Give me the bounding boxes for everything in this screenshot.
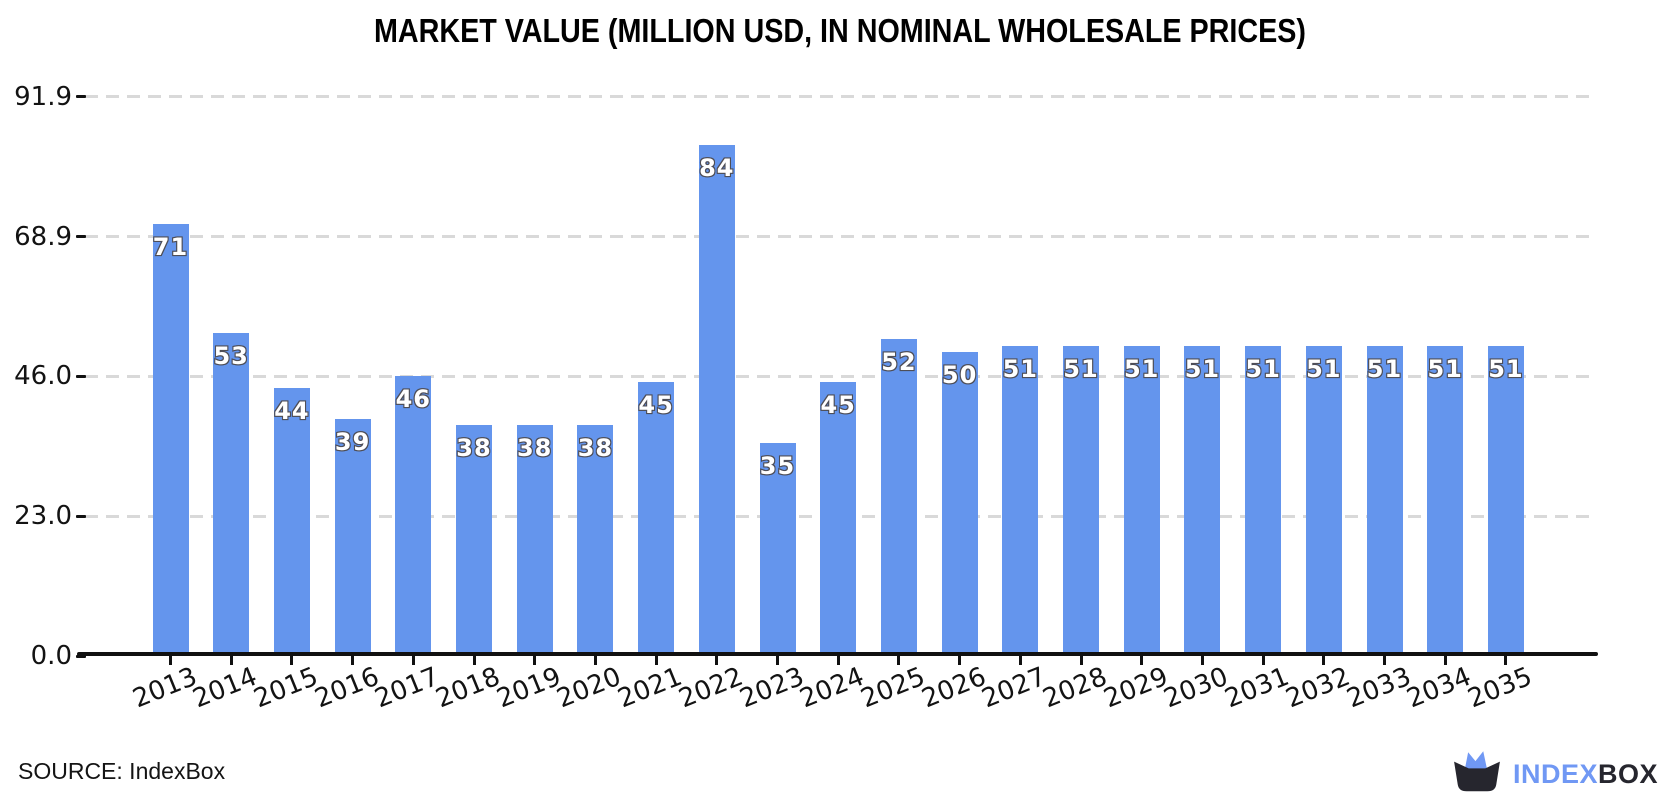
x-axis-tick: [593, 656, 597, 665]
bar-2034: [1427, 345, 1464, 656]
logo-text: INDEXBOX: [1513, 761, 1658, 788]
x-axis-tick: [1443, 656, 1447, 665]
bar-value-label: 52: [880, 347, 917, 377]
bar-2026: [941, 351, 978, 656]
x-axis-tick: [1200, 656, 1204, 665]
y-axis-tick: [76, 374, 86, 378]
gridline: [85, 235, 1595, 239]
bar-2015: [273, 388, 310, 656]
x-axis-tick: [533, 656, 537, 665]
gridline: [85, 95, 1595, 99]
bar-value-label: 51: [1487, 353, 1524, 383]
x-axis-tick: [169, 656, 172, 665]
bar-2017: [395, 376, 432, 656]
bar-value-label: 39: [334, 426, 371, 456]
x-axis-tick: [472, 656, 476, 665]
x-axis-tick: [1261, 656, 1265, 665]
y-tick-label: 23.0: [14, 501, 72, 531]
y-axis-tick: [76, 95, 86, 99]
bar-value-label: 51: [1001, 353, 1038, 383]
x-axis-tick: [836, 656, 840, 665]
bar-value-label: 50: [941, 360, 978, 390]
bar-value-label: 46: [394, 384, 431, 414]
x-axis-tick: [1140, 656, 1144, 665]
bar-value-label: 35: [759, 451, 796, 481]
bar-2031: [1245, 345, 1282, 656]
bar-2033: [1366, 345, 1403, 656]
y-axis-tick: [76, 654, 86, 658]
y-tick-label: 46.0: [14, 361, 72, 391]
bar-2013: [152, 223, 189, 656]
x-axis-tick: [958, 656, 962, 665]
y-tick-label: 91.9: [14, 81, 72, 112]
bar-value-label: 51: [1123, 353, 1160, 383]
y-axis-tick: [76, 235, 86, 239]
bar-2028: [1063, 345, 1099, 656]
source-label: SOURCE: IndexBox: [18, 758, 226, 784]
x-axis-tick: [411, 656, 415, 665]
bar-2024: [820, 382, 857, 656]
x-axis-tick: [229, 656, 233, 665]
bar-2027: [1002, 345, 1039, 656]
logo-text-index: INDEX: [1513, 759, 1599, 789]
bar-value-label: 84: [698, 153, 735, 183]
y-tick-label: 68.9: [14, 221, 72, 252]
bar-value-label: 45: [819, 390, 856, 420]
bar-value-label: 51: [1184, 353, 1221, 383]
bar-2020: [577, 424, 614, 656]
bar-value-label: 44: [273, 396, 310, 426]
x-axis-tick: [351, 656, 355, 665]
logo-text-box: BOX: [1598, 759, 1659, 789]
indexbox-logo: INDEXBOX: [1452, 748, 1672, 794]
bar-value-label: 51: [1426, 353, 1463, 383]
bar-value-label: 38: [455, 433, 492, 463]
gridline: [85, 374, 1595, 378]
x-axis-tick: [1018, 656, 1022, 665]
bar-value-label: 51: [1305, 353, 1342, 383]
x-axis-tick: [290, 656, 294, 665]
x-axis-line: [77, 652, 1598, 656]
bar-2022: [698, 144, 735, 656]
bar-value-label: 53: [212, 341, 249, 371]
bar-2016: [334, 418, 371, 656]
y-tick-label: 0.0: [30, 641, 72, 671]
bar-value-label: 51: [1062, 353, 1099, 383]
indexbox-open-box-crown-icon: [1454, 751, 1500, 792]
x-axis-tick: [1504, 656, 1508, 665]
bar-2025: [880, 339, 917, 656]
x-axis-tick: [897, 656, 901, 665]
bar-2014: [213, 333, 250, 656]
bar-value-label: 51: [1366, 353, 1403, 383]
bar-value-label: 38: [577, 433, 614, 463]
x-axis-tick: [1322, 656, 1326, 665]
bar-2032: [1305, 345, 1342, 656]
bar-value-label: 45: [637, 390, 674, 420]
bar-2029: [1123, 345, 1160, 656]
bar-2035: [1487, 345, 1524, 656]
bar-2019: [516, 424, 553, 656]
bar-value-label: 71: [152, 232, 189, 262]
bar-2030: [1184, 345, 1221, 656]
bar-2023: [759, 442, 796, 656]
bar-value-label: 51: [1244, 353, 1281, 383]
x-axis-tick: [1383, 656, 1386, 665]
bar-2021: [638, 382, 675, 656]
x-axis-tick: [654, 656, 658, 665]
x-axis-tick: [1079, 656, 1083, 665]
bar-2018: [456, 424, 492, 656]
x-axis-tick: [715, 656, 719, 665]
x-axis-tick: [776, 656, 779, 665]
bar-value-label: 38: [516, 433, 553, 463]
chart-title: MARKET VALUE (MILLION USD, IN NOMINAL WH…: [373, 12, 1306, 49]
y-axis-tick: [76, 514, 86, 518]
